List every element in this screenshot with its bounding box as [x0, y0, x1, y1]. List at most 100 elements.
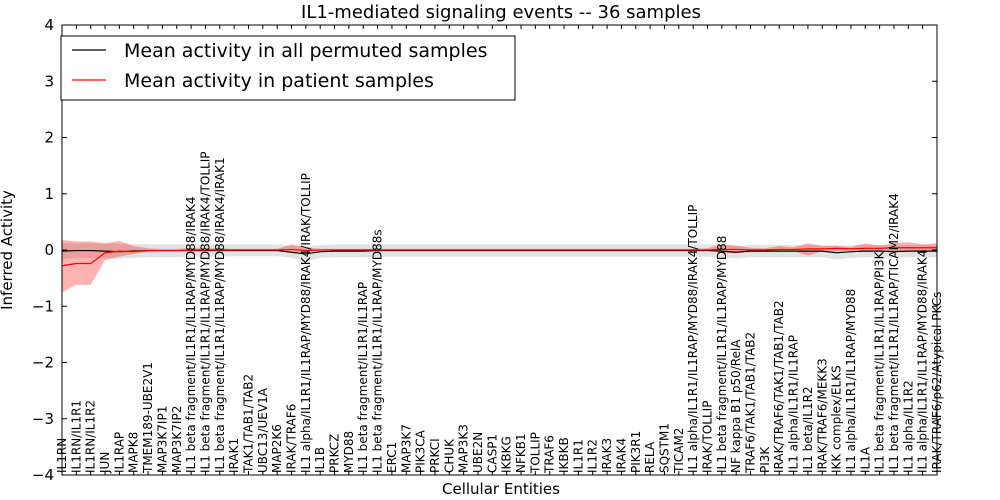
x-category-label: PI3K [758, 446, 772, 473]
legend-label-permuted: Mean activity in all permuted samples [124, 40, 487, 62]
data-point-series-1 [592, 249, 593, 250]
x-category-label: PIK3R1 [629, 431, 643, 473]
x-category-label: IL1 alpha/IL1R1/IL1RAP/MYD88 [844, 289, 858, 473]
data-point-series-0 [807, 251, 808, 252]
data-point-series-1 [104, 252, 105, 253]
data-point-series-1 [764, 249, 765, 250]
data-point-series-1 [664, 249, 665, 250]
x-category-label: SQSTM1 [657, 423, 671, 473]
data-point-series-1 [650, 249, 651, 250]
x-category-label: IKBKG [500, 436, 514, 473]
legend: Mean activity in all permuted samples Me… [60, 35, 516, 101]
data-point-series-1 [176, 250, 177, 251]
x-category-label: JUN [98, 452, 112, 474]
data-point-series-1 [736, 249, 737, 250]
x-category-label: TAK1/TAB1/TAB2 [241, 374, 255, 474]
y-tick-label: −1 [32, 297, 54, 315]
data-point-series-1 [277, 249, 278, 250]
y-tick-label: 2 [44, 129, 54, 147]
data-point-series-1 [234, 249, 235, 250]
data-point-series-0 [334, 251, 335, 252]
data-point-series-1 [133, 251, 134, 252]
x-category-label: PRKCI [428, 438, 442, 473]
x-category-label: IL1 alpha/IL1R1/IL1RAP/MYD88/IRAK4/IRAK/… [299, 173, 313, 473]
confidence-band-series-0 [62, 243, 937, 262]
data-point-series-1 [879, 248, 880, 249]
data-point-series-1 [391, 249, 392, 250]
x-category-label: NFKB1 [514, 433, 528, 473]
x-category-label: UBC13/UEV1A [256, 387, 270, 473]
x-category-label: IL1 beta fragment/IL1R1/IL1RAP/MYD88/IRA… [213, 157, 227, 473]
data-point-series-0 [779, 251, 780, 252]
data-point-series-0 [348, 251, 349, 252]
data-point-series-0 [76, 250, 77, 251]
data-point-series-1 [406, 249, 407, 250]
x-category-label: MYD88 [342, 431, 356, 473]
data-point-series-0 [822, 251, 823, 252]
chart-title: IL1-mediated signaling events -- 36 samp… [301, 2, 701, 23]
data-point-series-1 [90, 263, 91, 264]
data-point-series-0 [291, 252, 292, 253]
x-category-label: IL1 beta fragment/IL1R1/IL1RAP/PI3K [873, 250, 887, 473]
legend-box [60, 35, 516, 101]
series-line-1 [61, 247, 937, 267]
data-point-series-0 [363, 251, 364, 252]
x-category-label: ERC1 [385, 442, 399, 473]
x-category-label: IL1 alpha/IL1R1/IL1RAP [787, 335, 801, 473]
x-axis-label: Cellular Entities [442, 480, 560, 498]
data-point-series-1 [119, 251, 120, 252]
data-point-series-1 [477, 249, 478, 250]
x-category-label: PRKCZ [328, 434, 342, 473]
data-point-series-1 [922, 247, 923, 248]
y-tick-label: 1 [44, 185, 54, 203]
x-category-label: IRAK/TRAF6 [285, 404, 299, 473]
x-category-label: IL1 beta/IL1R2 [801, 386, 815, 473]
data-point-series-1 [621, 249, 622, 250]
x-category-label: IL1 beta fragment/IL1R1/IL1RAP/MYD88s [371, 229, 385, 473]
data-point-series-1 [463, 249, 464, 250]
x-category-label: IKK complex/ELKS [830, 365, 844, 473]
data-point-series-0 [736, 252, 737, 253]
data-point-series-1 [162, 250, 163, 251]
y-tick-label: −2 [32, 354, 54, 372]
x-category-label: IL1 beta fragment/IL1R1/IL1RAP/MYD88/IRA… [184, 196, 198, 473]
x-category-label: TICAM2 [672, 428, 686, 474]
data-point-series-1 [865, 248, 866, 249]
y-axis-label: Inferred Activity [0, 190, 16, 310]
x-category-label: IL1 beta fragment/IL1R1/IL1RAP/TICAM2/IR… [887, 193, 901, 473]
x-category-label: IL1R2 [586, 439, 600, 473]
x-category-label: IL1 alpha/IL1R2 [901, 380, 915, 473]
y-tick-label: −3 [32, 410, 54, 428]
data-point-series-1 [807, 248, 808, 249]
data-point-series-1 [348, 249, 349, 250]
data-point-series-1 [449, 249, 450, 250]
data-point-series-1 [822, 248, 823, 249]
x-category-label: IRAK1 [227, 438, 241, 473]
data-point-series-0 [320, 251, 321, 252]
x-category-label: IL1 alpha/IL1R1/IL1RAP/MYD88/IRAK4 [916, 250, 930, 473]
data-point-series-1 [506, 249, 507, 250]
x-category-label: MAP3K3 [457, 424, 471, 473]
data-point-series-1 [291, 249, 292, 250]
x-category-label: IL1 beta fragment/IL1R1/IL1RAP [356, 282, 370, 473]
data-point-series-1 [420, 249, 421, 250]
x-category-label: MAP3K7 [399, 424, 413, 473]
data-point-series-1 [635, 249, 636, 250]
data-point-series-0 [908, 251, 909, 252]
data-point-series-0 [850, 251, 851, 252]
x-category-label: IL1RN [55, 438, 69, 473]
x-category-label: IL1RAP [112, 432, 126, 473]
x-category-label: NF kappa B1 p50/RelA [729, 339, 743, 473]
data-point-series-1 [520, 249, 521, 250]
x-category-label: IL1RN/IL1R2 [84, 400, 98, 473]
data-point-series-1 [793, 249, 794, 250]
data-point-series-1 [549, 249, 550, 250]
data-point-series-0 [836, 252, 837, 253]
data-point-series-1 [750, 249, 751, 250]
x-category-label: IRAK/TRAF6/MEKK3 [815, 358, 829, 473]
x-category-label: MAP3K7IP1 [155, 406, 169, 473]
x-category-label: IL1 beta fragment/IL1R1/IL1RAP/MYD88 [715, 236, 729, 473]
data-point-series-1 [147, 250, 148, 251]
y-tick-label: 3 [44, 72, 54, 90]
x-category-label: IL1A [858, 446, 872, 473]
